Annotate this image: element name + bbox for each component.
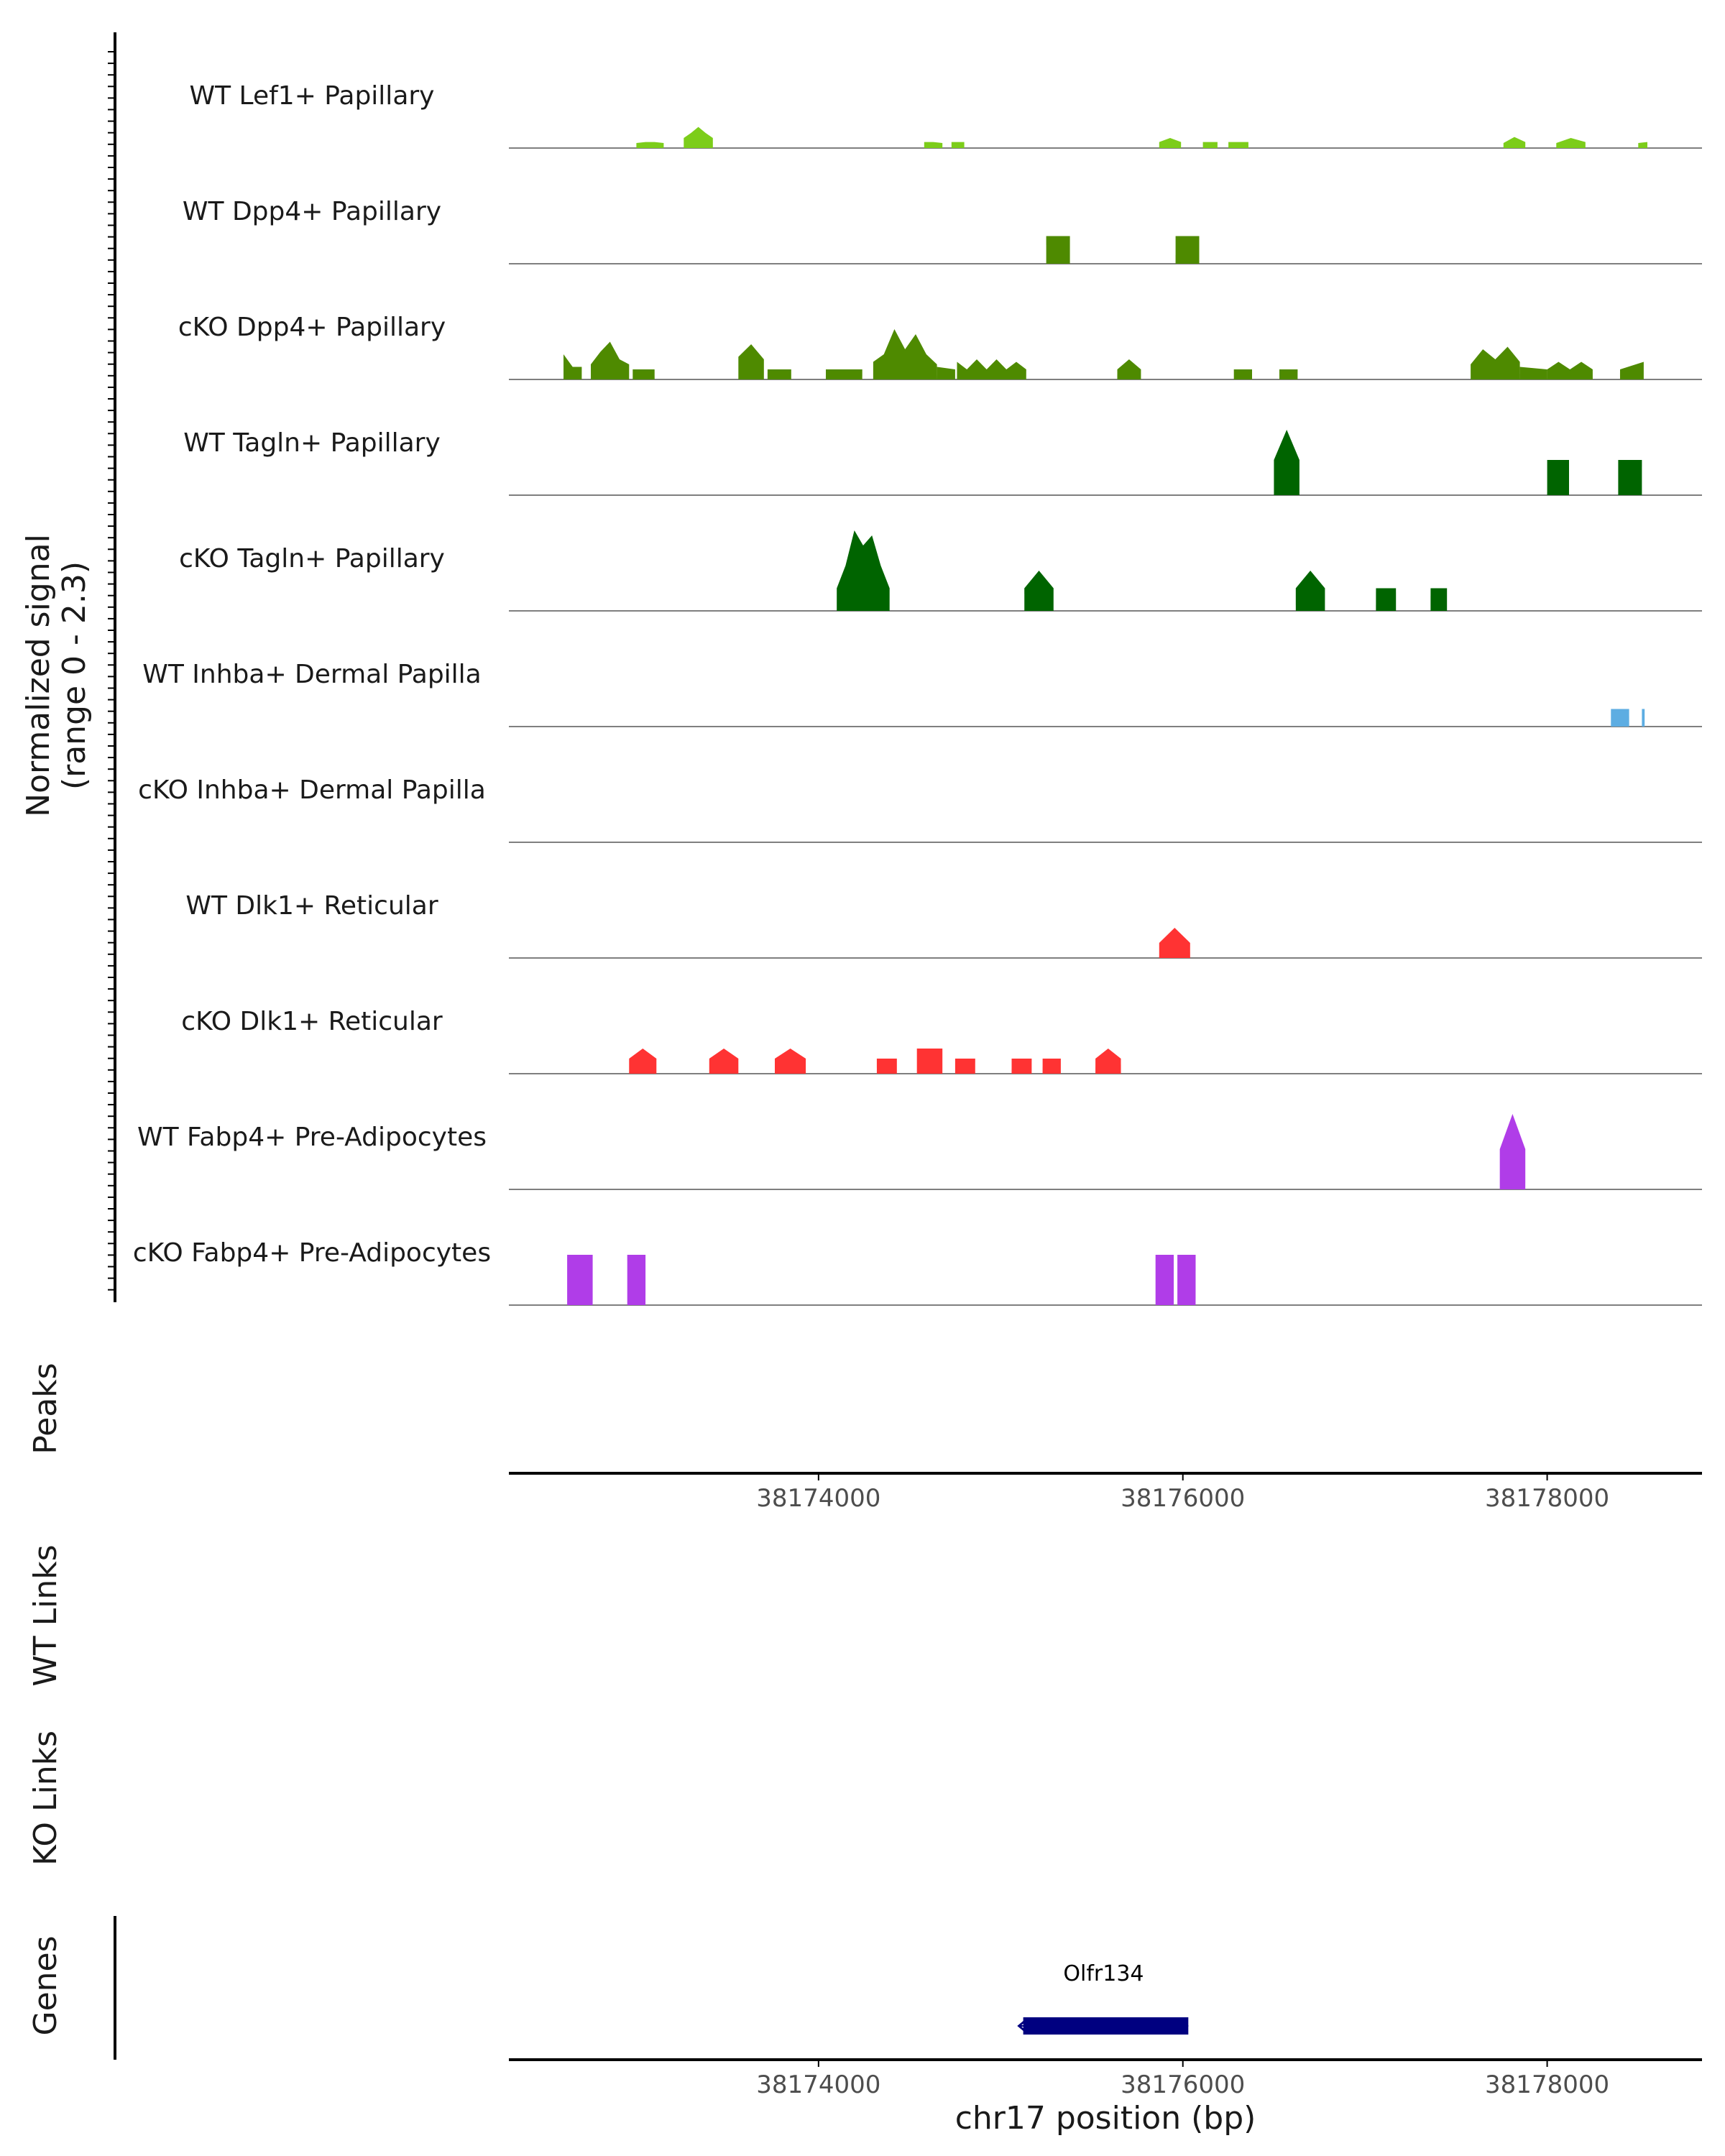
- coverage-peak: [951, 142, 965, 148]
- coverage-peak: [954, 1059, 975, 1074]
- track-label: cKO Fabp4+ Pre-Adipocytes: [133, 1238, 491, 1268]
- coverage-peak: [837, 530, 890, 611]
- track-0: WT Lef1+ Papillary: [190, 81, 1702, 149]
- coverage-peak: [825, 369, 862, 379]
- coverage-peak: [916, 1049, 943, 1074]
- track-label: WT Lef1+ Papillary: [190, 81, 435, 111]
- coverage-peak: [1430, 588, 1448, 611]
- coverage-peak: [1046, 236, 1070, 264]
- coverage-peak: [1519, 367, 1547, 379]
- coverage-peak: [1274, 430, 1300, 495]
- wt-links-label: WT Links: [27, 1544, 64, 1686]
- coverage-peak: [709, 1049, 739, 1074]
- coverage-peak: [1547, 361, 1593, 379]
- coverage-peak: [1618, 460, 1642, 495]
- coverage-peak: [567, 1255, 593, 1305]
- coverage-peak: [1642, 709, 1645, 727]
- y-axis-label-line1: Normalized signal: [20, 534, 57, 817]
- coverage-peak: [1471, 346, 1520, 379]
- coverage-peak: [1117, 359, 1141, 379]
- coverage-peak: [1095, 1049, 1121, 1074]
- coverage-peak: [1202, 142, 1218, 148]
- coverage-peak: [1159, 138, 1182, 148]
- track-10: cKO Fabp4+ Pre-Adipocytes: [133, 1238, 1702, 1306]
- coverage-peak: [564, 354, 582, 379]
- coverage-peak: [1556, 138, 1586, 148]
- coverage-peak: [1175, 236, 1200, 264]
- coverage-peak: [636, 142, 664, 148]
- coverage-peak: [1279, 369, 1298, 379]
- coverage-peak: [1547, 460, 1569, 495]
- track-label: cKO Tagln+ Papillary: [179, 544, 445, 573]
- track-4: cKO Tagln+ Papillary: [179, 530, 1702, 612]
- x-tick-label: 38176000: [1121, 1484, 1245, 1513]
- genes-x-ticks: 38174000 38176000 38178000: [756, 2060, 1609, 2099]
- x-tick-label: 38174000: [756, 2070, 880, 2099]
- track-label: WT Inhba+ Dermal Papilla: [142, 660, 481, 689]
- coverage-peak: [876, 1059, 897, 1074]
- track-label: cKO Dpp4+ Papillary: [178, 313, 446, 342]
- coverage-peak: [1177, 1255, 1196, 1305]
- coverage-peak: [1503, 137, 1526, 148]
- y-axis-label-line2: (range 0 - 2.3): [56, 561, 93, 790]
- coverage-peak: [1228, 142, 1248, 148]
- genes-label: Genes: [27, 1935, 64, 2035]
- coverage-peak: [1042, 1059, 1061, 1074]
- coverage-peak: [1159, 928, 1190, 958]
- coverage-peak: [1011, 1059, 1032, 1074]
- coverage-peak: [767, 369, 791, 379]
- coverage-peak: [937, 367, 955, 379]
- gene-exon: [1023, 2017, 1189, 2035]
- peaks-label: Peaks: [27, 1363, 64, 1454]
- coverage-peak: [873, 329, 937, 379]
- gene-track: Olfr134: [1017, 1961, 1189, 2035]
- track-5: WT Inhba+ Dermal Papilla: [142, 660, 1702, 727]
- coverage-peak: [591, 341, 630, 379]
- x-tick-label: 38176000: [1121, 2070, 1245, 2099]
- x-tick-label: 38178000: [1485, 1484, 1609, 1513]
- coverage-peak: [957, 359, 1026, 379]
- x-axis-title: chr17 position (bp): [955, 2100, 1256, 2137]
- track-3: WT Tagln+ Papillary: [183, 428, 1702, 496]
- track-9: WT Fabp4+ Pre-Adipocytes: [137, 1114, 1702, 1190]
- coverage-peak: [1024, 571, 1054, 611]
- track-8: cKO Dlk1+ Reticular: [181, 1007, 1702, 1074]
- track-2: cKO Dpp4+ Papillary: [178, 313, 1702, 380]
- track-label: WT Fabp4+ Pre-Adipocytes: [137, 1123, 487, 1152]
- coverage-peak: [629, 1049, 657, 1074]
- coverage-peak: [1638, 142, 1647, 148]
- coverage-peak: [632, 369, 655, 379]
- gene-name: Olfr134: [1063, 1961, 1144, 1986]
- coverage-peak: [684, 126, 713, 148]
- track-label: WT Tagln+ Papillary: [183, 428, 441, 458]
- coverage-peak: [1499, 1114, 1526, 1189]
- track-6: cKO Inhba+ Dermal Papilla: [138, 775, 1702, 843]
- coverage-peak: [738, 344, 764, 379]
- strand-arrow: [1017, 2017, 1029, 2035]
- coverage-y-ticks: [108, 51, 115, 1291]
- coverage-tracks: WT Lef1+ Papillary WT Dpp4+ Papillary cKO …: [133, 81, 1702, 1306]
- coverage-peak: [1611, 709, 1629, 727]
- coverage-peak: [1155, 1255, 1174, 1305]
- track-label: cKO Inhba+ Dermal Papilla: [138, 775, 486, 805]
- track-7: WT Dlk1+ Reticular: [185, 891, 1702, 959]
- coverage-peak: [1376, 588, 1397, 611]
- coverage-peak: [627, 1255, 646, 1305]
- coverage-peak: [775, 1049, 806, 1074]
- x-tick-label: 38174000: [756, 1484, 880, 1513]
- track-label: WT Dlk1+ Reticular: [185, 891, 438, 921]
- peaks-x-ticks: 38174000 38176000 38178000: [756, 1473, 1609, 1513]
- track-label: cKO Dlk1+ Reticular: [181, 1007, 443, 1036]
- coverage-peak: [924, 142, 943, 148]
- track-1: WT Dpp4+ Papillary: [183, 197, 1702, 264]
- coverage-peak: [1295, 571, 1325, 611]
- track-label: WT Dpp4+ Papillary: [183, 197, 441, 226]
- x-tick-label: 38178000: [1485, 2070, 1609, 2099]
- coverage-peak: [1619, 361, 1644, 379]
- coverage-peak: [1233, 369, 1253, 379]
- ko-links-label: KO Links: [27, 1731, 64, 1866]
